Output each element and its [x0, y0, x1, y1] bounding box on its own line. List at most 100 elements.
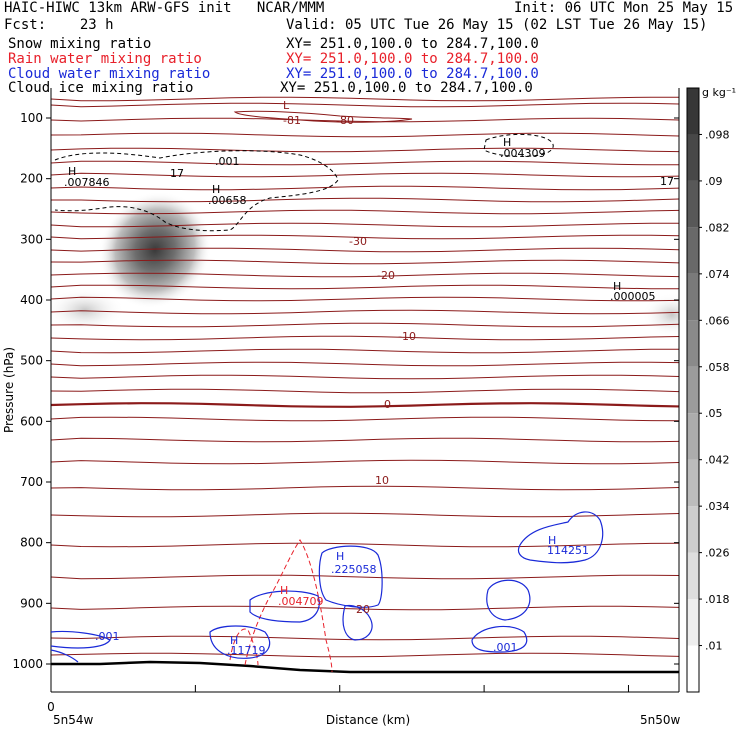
y-axis-label: Pressure (hPa) [2, 347, 16, 433]
cloud-water-contour-8 [50, 630, 111, 649]
isotherm-line [51, 147, 679, 153]
colorbar-label: .01 [705, 640, 723, 653]
isotherm-line [51, 185, 679, 191]
plot-frame [50, 88, 680, 693]
colorbar-label: .09 [705, 175, 723, 188]
field-name-cloud-ice: Cloud ice mixing ratio [8, 80, 194, 96]
colorbar-bin [687, 88, 699, 135]
header-title: HAIC-HIWC 13km ARW-GFS init NCAR/MMM [4, 0, 325, 16]
contour-label: H [68, 165, 76, 178]
contour-label: 0 [384, 398, 391, 411]
colorbar-label: .058 [705, 361, 730, 374]
x-endpoint-left: 5n54w [53, 713, 94, 727]
isotherm-min-loop [233, 110, 413, 123]
isotherm-line [51, 102, 679, 108]
isotherm-line [51, 322, 679, 328]
y-tick-label: 700 [20, 475, 43, 489]
contour-label: 20 [356, 603, 370, 616]
contour-label: -80 [336, 114, 354, 127]
cloud-water-contour-2 [249, 590, 320, 623]
contour-label: H [503, 136, 511, 149]
field-name-rain: Rain water mixing ratio [8, 51, 202, 67]
x-axis-label: Distance (km) [326, 713, 410, 727]
colorbar-label: .026 [705, 547, 730, 560]
y-tick-label: 500 [20, 354, 43, 368]
field-name-snow: Snow mixing ratio [8, 36, 152, 52]
colorbar-label: .042 [705, 454, 730, 467]
contour-label: .225058 [331, 563, 377, 576]
isotherm-line [51, 96, 679, 102]
isotherm-line [51, 284, 679, 290]
contour-label: H [613, 280, 621, 293]
colorbar-bin [687, 552, 699, 600]
snow-shading-main [98, 191, 212, 309]
contour-label: 17 [660, 175, 674, 188]
isotherm-line [51, 160, 679, 166]
isotherm-line [51, 416, 679, 422]
colorbar-label: .098 [705, 128, 730, 141]
colorbar-label: .018 [705, 593, 730, 606]
y-tick-label: 900 [20, 596, 43, 610]
contour-label: .00658 [208, 194, 247, 207]
header-init: Init: 06 UTC Mon 25 May 15 [514, 0, 734, 16]
isotherm-line [51, 574, 679, 580]
y-tick-label: 100 [20, 111, 43, 125]
cloud-ice-contour-right [483, 133, 554, 157]
isotherm-line [51, 172, 679, 178]
isotherm-line [51, 512, 679, 518]
y-tick-label: 300 [20, 232, 43, 246]
colorbar-bin [687, 273, 699, 321]
colorbar-label: .066 [705, 314, 730, 327]
snow-shading-tail [51, 288, 125, 332]
contour-label: H [336, 550, 344, 563]
y-tick-label: 200 [20, 172, 43, 186]
cloud-water-contour-5 [486, 579, 531, 621]
contour-label: 17 [170, 167, 184, 180]
cloud-ice-contour-left [54, 150, 339, 232]
y-tick-label: 1000 [12, 657, 43, 671]
colorbar-label: .082 [705, 221, 730, 234]
contour-label: L [283, 99, 290, 112]
isotherm-line [51, 437, 679, 443]
rain-contour-small [229, 628, 259, 666]
isotherm-line [51, 117, 679, 123]
colorbar-bin [687, 227, 699, 274]
contour-label: .11719 [227, 644, 266, 657]
isotherm-line [51, 272, 679, 278]
rain-contour-main [244, 539, 333, 673]
contour-label: .004309 [500, 147, 546, 160]
colorbar-unit: g kg⁻¹ [702, 86, 736, 99]
cloud-water-contour-3 [342, 604, 373, 641]
colorbar-bin [687, 134, 699, 181]
colorbar-label: .05 [705, 407, 723, 420]
isotherm-line [51, 605, 679, 611]
contour-label: 10 [375, 474, 389, 487]
colorbar-bin [687, 320, 699, 367]
cloud-water-contour-9 [50, 649, 79, 663]
colorbar-frame [686, 87, 700, 693]
cloud-water-contour-7 [517, 511, 604, 564]
isotherm-line [51, 402, 679, 408]
isotherm-line [51, 635, 679, 641]
contour-label: -20 [377, 269, 395, 282]
isotherm-line [51, 309, 679, 315]
colorbar-bin [687, 599, 699, 646]
y-tick-label: 800 [20, 536, 43, 550]
contour-label: .000005 [610, 290, 656, 303]
cloud-water-contour-6 [471, 625, 528, 653]
isotherm-line [51, 197, 679, 203]
field-xy-cloud-water: XY= 251.0,100.0 to 284.7,100.0 [286, 66, 539, 82]
isotherm-line [51, 234, 679, 240]
terrain-line [51, 660, 679, 674]
isotherm-line [51, 259, 679, 265]
contour-label: H [280, 584, 288, 597]
contour-label: .007846 [64, 176, 110, 189]
field-xy-rain: XY= 251.0,100.0 to 284.7,100.0 [286, 51, 539, 67]
contour-label: .001 [493, 641, 518, 654]
isotherm-line [51, 459, 679, 465]
colorbar-bin [687, 645, 699, 692]
isotherm-line [51, 296, 679, 302]
contour-label: .001 [215, 155, 240, 168]
contour-label: .001 [95, 630, 120, 643]
